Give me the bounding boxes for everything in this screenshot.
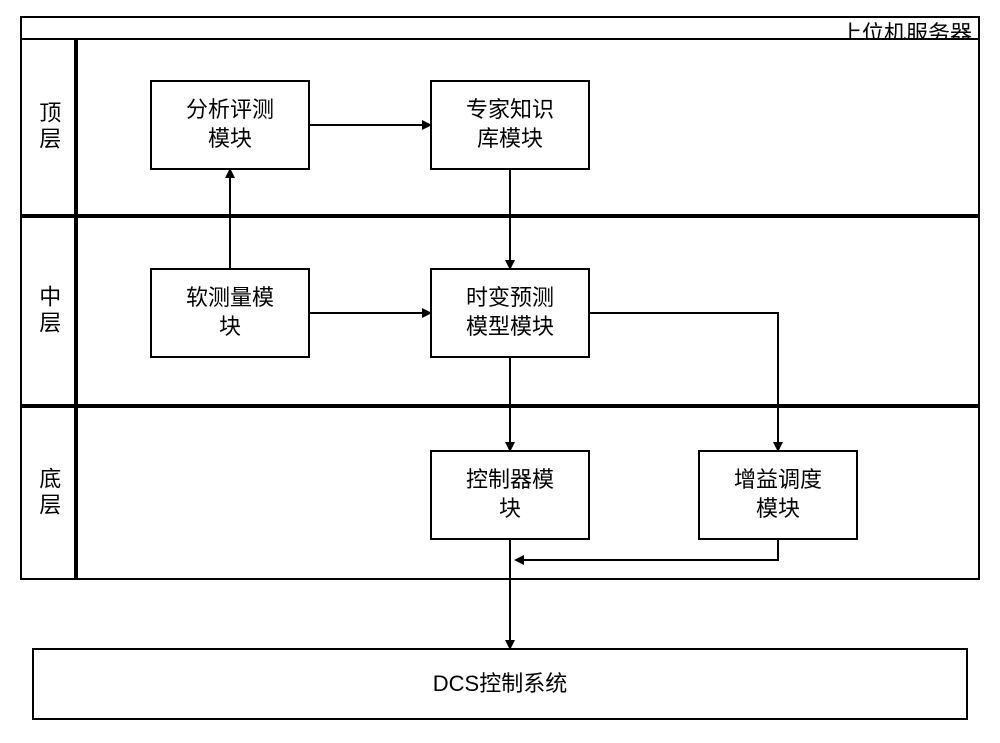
row-label-cell-bottom: 底层	[20, 406, 76, 580]
node-controller: 控制器模 块	[430, 450, 590, 540]
row-label-bottom: 底层	[34, 467, 63, 519]
node-soft: 软测量模 块	[150, 268, 310, 358]
node-analysis: 分析评测 模块	[150, 80, 310, 170]
row-label-cell-middle: 中层	[20, 216, 76, 406]
node-expert: 专家知识 库模块	[430, 80, 590, 170]
row-label-middle: 中层	[34, 285, 63, 337]
diagram-canvas: 上位机服务器 顶层中层底层 分析评测 模块专家知识 库模块软测量模 块时变预测 …	[0, 0, 1000, 743]
node-gain: 增益调度 模块	[698, 450, 858, 540]
row-label-cell-top: 顶层	[20, 38, 76, 216]
node-predict: 时变预测 模型模块	[430, 268, 590, 358]
row-label-top: 顶层	[34, 101, 63, 153]
node-dcs: DCS控制系统	[32, 648, 968, 720]
